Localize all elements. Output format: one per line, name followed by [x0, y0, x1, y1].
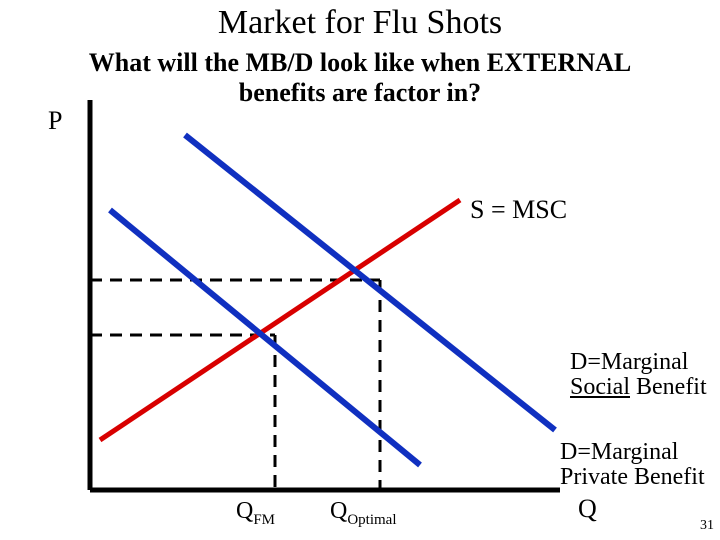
mpb-label-line2: Private Benefit	[560, 464, 705, 490]
demand-social-curve	[185, 135, 555, 430]
q-opt-sub: Optimal	[347, 512, 396, 528]
page-number: 31	[700, 518, 714, 534]
slide-title: Market for Flu Shots	[0, 4, 720, 42]
mpb-label-line1: D=Marginal	[560, 439, 678, 465]
y-axis-label: P	[48, 106, 62, 136]
mpb-label: D=Marginal Private Benefit	[560, 440, 705, 490]
msb-label-underlined: Social	[570, 374, 630, 400]
demand-private-curve	[110, 210, 420, 465]
q-optimal-label: QOptimal	[330, 498, 397, 529]
q-fm-sub: FM	[253, 512, 275, 528]
msb-label-prefix: D=Marginal	[570, 349, 688, 375]
supply-curve	[100, 200, 460, 440]
q-opt-main: Q	[330, 498, 347, 524]
q-fm-label: QFM	[236, 498, 275, 529]
q-fm-main: Q	[236, 498, 253, 524]
supply-label: S = MSC	[470, 195, 567, 225]
msb-label: D=Marginal Social Benefit	[570, 350, 707, 400]
slide-subtitle: What will the MB/D look like when EXTERN…	[0, 48, 720, 108]
supply-demand-chart	[80, 100, 640, 500]
msb-label-suffix: Benefit	[630, 374, 707, 400]
x-axis-label: Q	[578, 494, 597, 524]
slide: Market for Flu Shots What will the MB/D …	[0, 0, 720, 540]
subtitle-line-1: What will the MB/D look like when EXTERN…	[89, 48, 631, 77]
